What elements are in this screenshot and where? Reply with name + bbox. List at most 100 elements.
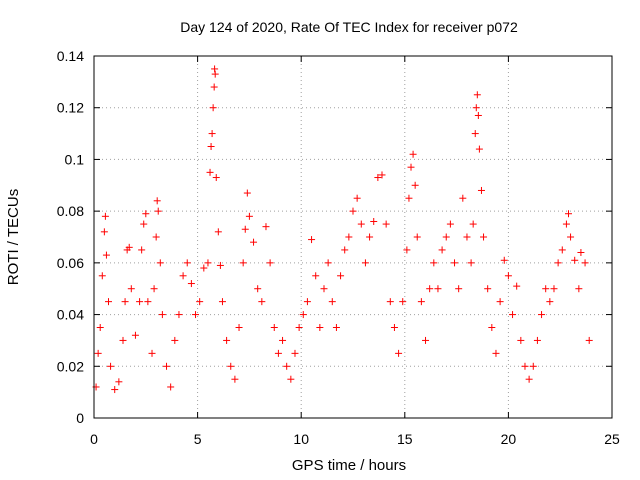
data-point: [328, 298, 336, 306]
data-point: [167, 383, 175, 391]
data-point: [426, 285, 434, 293]
data-point: [140, 220, 148, 228]
data-point: [378, 171, 386, 179]
data-point: [575, 285, 583, 293]
data-point: [152, 233, 160, 241]
data-point: [390, 324, 398, 331]
data-point: [131, 331, 139, 339]
x-axis-label: GPS time / hours: [292, 457, 406, 474]
data-point: [475, 145, 483, 153]
data-point: [283, 362, 291, 370]
data-point: [245, 212, 253, 220]
data-point: [136, 298, 144, 306]
data-point: [488, 324, 496, 331]
data-point: [111, 386, 119, 394]
data-point: [98, 272, 106, 280]
data-point: [500, 256, 508, 264]
data-point: [262, 223, 270, 231]
data-point: [395, 349, 403, 357]
data-point: [525, 375, 533, 383]
data-point: [324, 259, 332, 267]
data-point: [455, 285, 463, 293]
data-point: [529, 362, 537, 370]
y-tick-label: 0.14: [57, 48, 84, 64]
data-point: [422, 336, 430, 344]
data-point: [218, 298, 226, 306]
data-point: [538, 311, 546, 319]
data-point: [158, 311, 166, 319]
data-point: [341, 246, 349, 254]
data-point: [357, 220, 365, 228]
y-tick-label: 0.06: [57, 255, 84, 271]
data-point: [270, 324, 278, 331]
data-point: [187, 280, 195, 288]
data-point: [227, 362, 235, 370]
data-point: [266, 259, 274, 267]
data-point: [144, 298, 152, 306]
data-point: [214, 228, 222, 236]
data-point: [413, 233, 421, 241]
data-point: [115, 378, 123, 386]
data-point: [411, 181, 419, 189]
data-point: [175, 311, 183, 319]
data-point: [207, 143, 215, 150]
data-point: [243, 189, 251, 197]
axis-ticks: 0 5 10 15 20 25 0 0.02 0.04 0.06 0.08 0.1 0.12 0.14: [57, 48, 620, 447]
data-point: [125, 243, 133, 251]
y-tick-label: 0.04: [57, 307, 84, 323]
data-point: [577, 249, 585, 257]
data-point: [382, 220, 390, 228]
data-point: [405, 194, 413, 202]
data-point: [209, 104, 217, 112]
data-point: [183, 259, 191, 267]
y-tick-label: 0.08: [57, 203, 84, 219]
data-point: [345, 233, 353, 241]
data-point: [353, 194, 361, 202]
data-point: [451, 259, 459, 267]
data-point: [366, 233, 374, 241]
data-point: [370, 217, 378, 225]
data-point: [127, 285, 135, 293]
data-point: [492, 349, 500, 357]
y-tick-label: 0.12: [57, 100, 84, 116]
data-point: [153, 197, 161, 205]
data-point: [509, 311, 517, 319]
data-point: [211, 70, 219, 78]
data-point: [200, 264, 208, 272]
data-point: [212, 174, 220, 182]
data-point: [192, 311, 200, 319]
data-point: [320, 285, 328, 293]
data-point: [102, 251, 110, 259]
data-point: [471, 130, 479, 138]
data-point: [241, 225, 249, 233]
data-point: [250, 238, 258, 246]
data-point: [513, 282, 521, 290]
data-point: [254, 285, 262, 293]
data-point: [239, 259, 247, 267]
data-point: [119, 336, 127, 344]
data-point: [542, 285, 550, 293]
data-point: [279, 336, 287, 344]
data-point: [484, 285, 492, 293]
x-tick-label: 15: [397, 431, 413, 447]
data-point: [409, 150, 417, 158]
data-point: [459, 194, 467, 202]
data-point: [100, 228, 108, 236]
x-tick-label: 20: [501, 431, 517, 447]
data-point: [138, 246, 146, 254]
data-point: [316, 324, 324, 331]
data-point: [308, 236, 316, 244]
data-point: [154, 207, 162, 215]
y-tick-label: 0: [76, 410, 84, 426]
data-point: [121, 298, 129, 306]
data-point: [211, 65, 219, 73]
data-point: [196, 298, 204, 306]
data-point: [571, 256, 579, 264]
data-point: [332, 324, 340, 331]
data-point: [407, 163, 415, 171]
data-point: [206, 168, 214, 176]
data-point: [231, 375, 239, 383]
x-tick-label: 10: [293, 431, 309, 447]
data-point: [96, 324, 104, 331]
data-point: [291, 349, 299, 357]
